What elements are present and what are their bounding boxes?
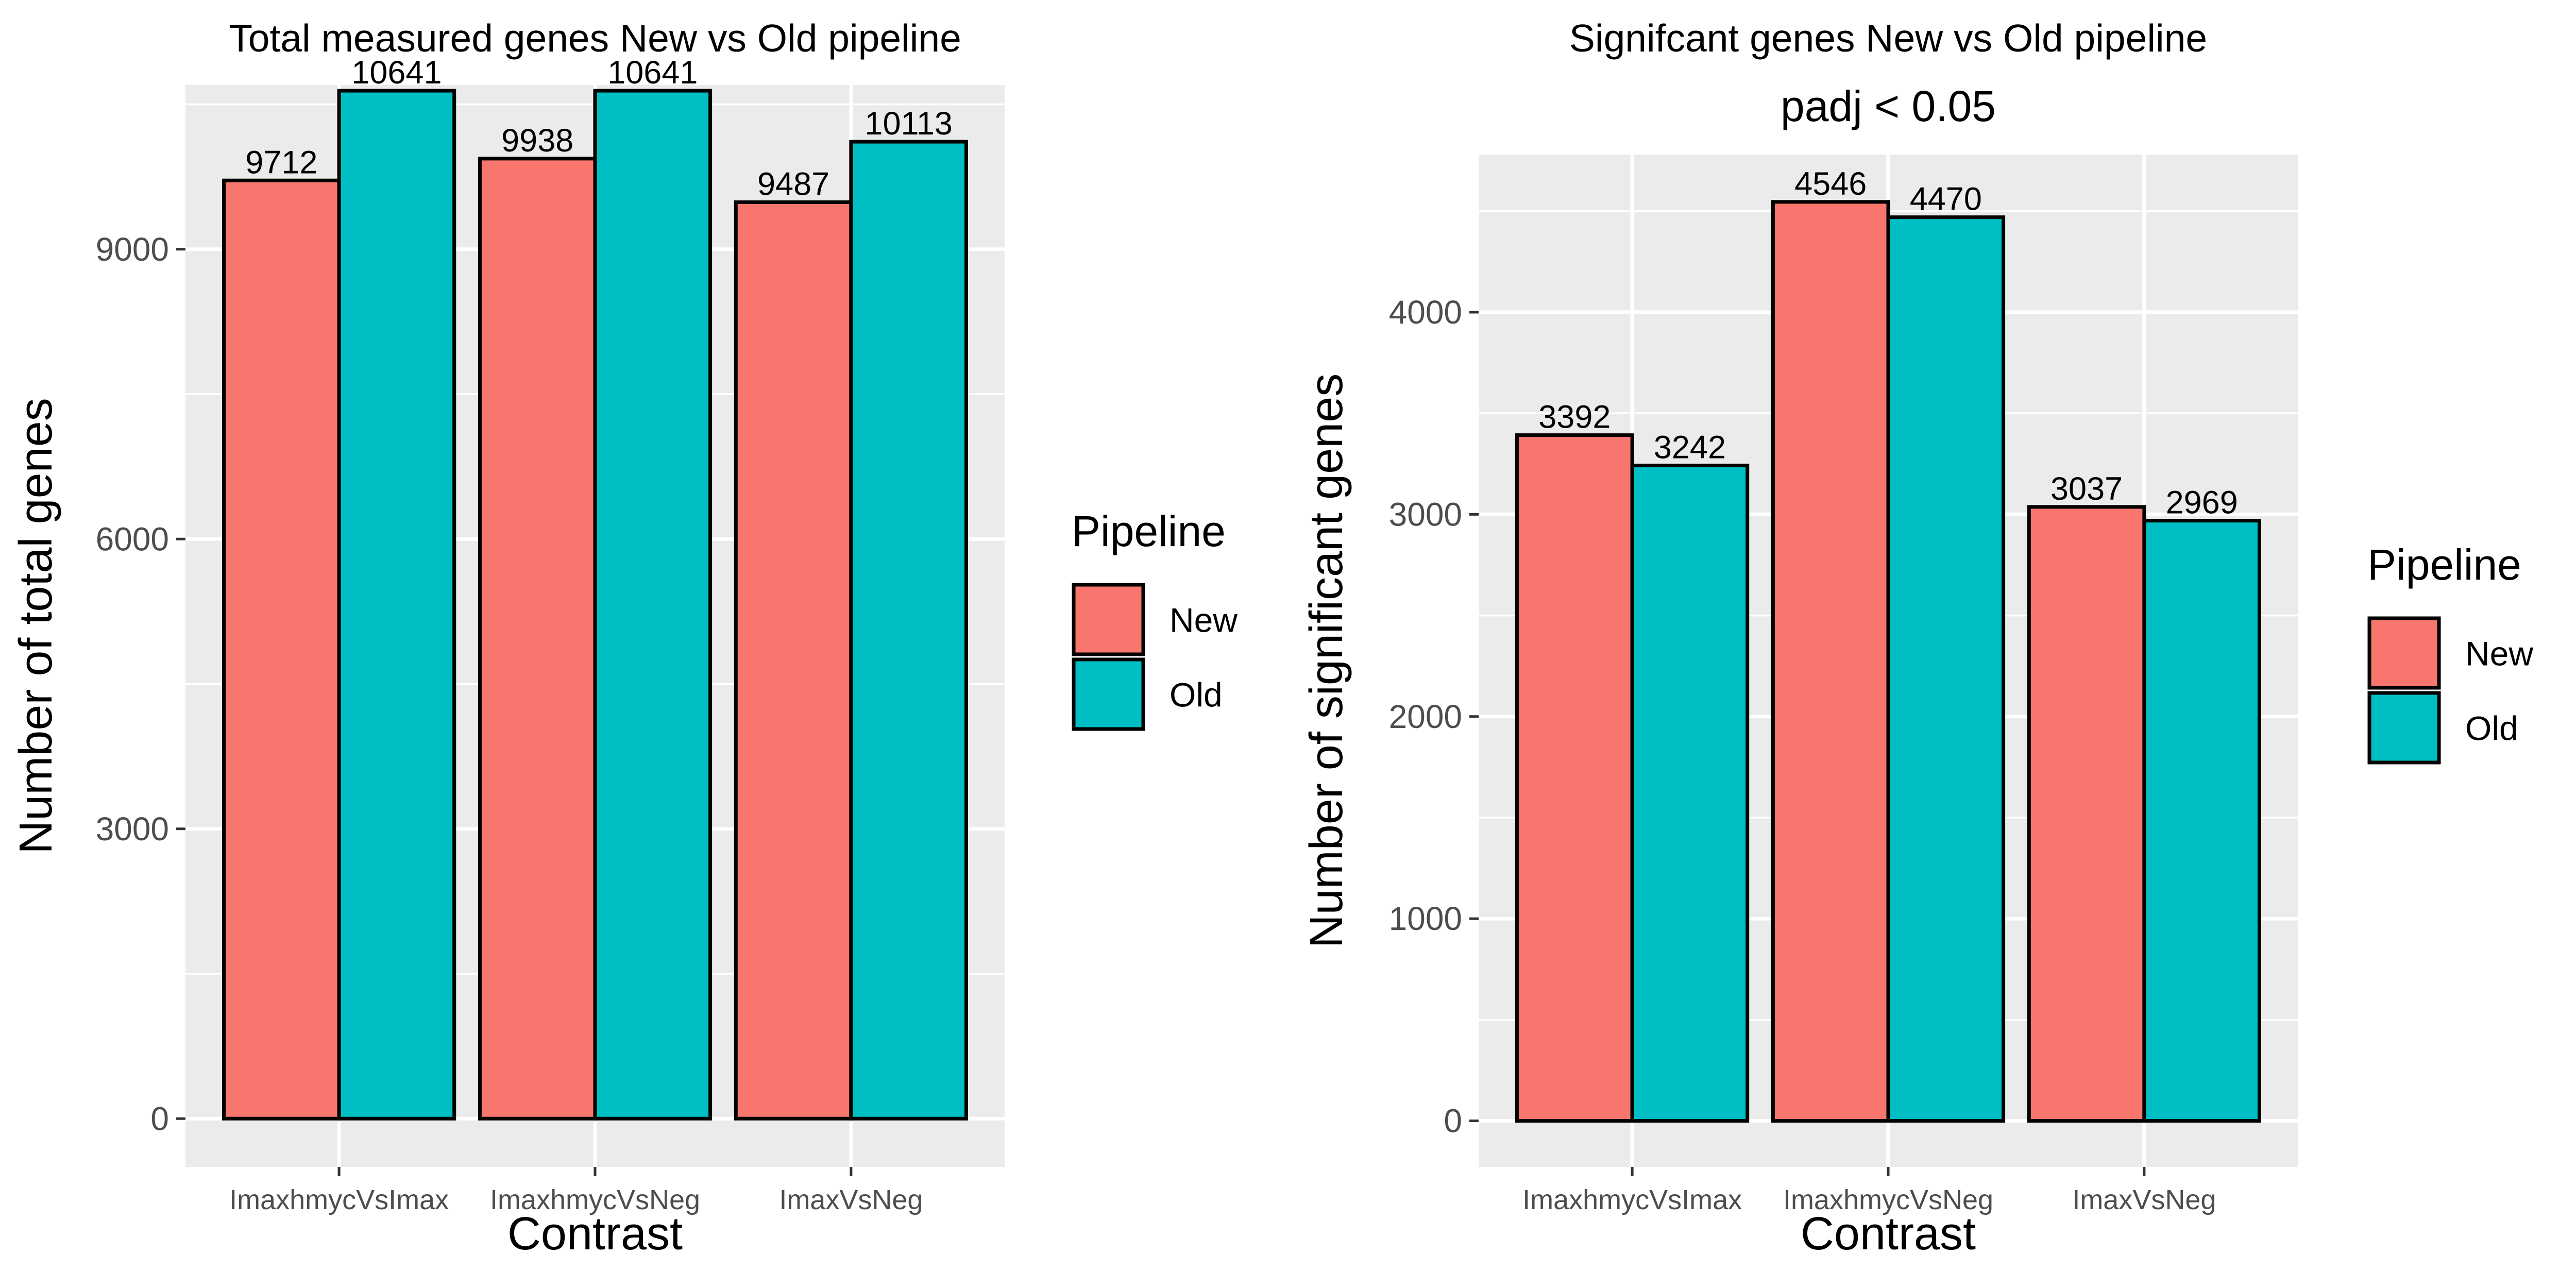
bar-old-imaxhmycvsimax xyxy=(1630,463,1750,1123)
legend-label-new: New xyxy=(2465,635,2533,673)
bar-new-imaxhmycvsimax xyxy=(222,178,341,1121)
legend-key-old xyxy=(1072,657,1145,731)
legend-key-old xyxy=(2367,691,2441,765)
y-axis-title: Number of significant genes xyxy=(1301,374,1352,948)
bar-new-imaxhmycvsneg xyxy=(478,157,597,1121)
data-label: 3037 xyxy=(2050,471,2123,507)
x-tick-label: ImaxhmycVsNeg xyxy=(490,1184,700,1215)
x-tick-label: ImaxhmycVsImax xyxy=(1522,1184,1742,1215)
bar-old-imaxhmycvsneg xyxy=(1886,215,2006,1123)
bar-new-imaxhmycvsneg xyxy=(1771,200,1890,1123)
data-label: 10641 xyxy=(607,55,698,91)
bar-new-imaxvsneg xyxy=(734,200,853,1121)
chart-title: Signifcant genes New vs Old pipeline xyxy=(1569,16,2207,60)
y-axis-title: Number of total genes xyxy=(10,398,62,854)
legend-title: Pipeline xyxy=(2367,540,2521,589)
legend-key-new xyxy=(1072,583,1145,656)
y-tick-label: 3000 xyxy=(96,810,169,848)
data-label: 2969 xyxy=(2166,485,2238,521)
data-label: 10641 xyxy=(351,55,442,91)
y-tick-label: 0 xyxy=(150,1100,169,1137)
data-label: 3392 xyxy=(1538,399,1611,435)
y-tick-label: 1000 xyxy=(1389,900,1462,937)
bar-old-imaxhmycvsneg xyxy=(593,89,713,1121)
chart-2: Signifcant genes New vs Old pipeline padj… xyxy=(1301,16,2533,1260)
legend: Pipeline New Old xyxy=(1072,507,1238,731)
y-tick-label: 3000 xyxy=(1389,496,1462,533)
x-axis-title: Contrast xyxy=(507,1208,683,1260)
data-label: 10113 xyxy=(865,106,953,142)
chart-subtitle: padj < 0.05 xyxy=(1781,82,1996,130)
chart-title: Total measured genes New vs Old pipeline xyxy=(229,16,961,60)
y-tick-label: 9000 xyxy=(96,231,169,268)
x-tick-label: ImaxVsNeg xyxy=(779,1184,923,1215)
legend-label-new: New xyxy=(1170,601,1238,639)
data-label: 9712 xyxy=(245,144,317,180)
y-tick-label: 0 xyxy=(1444,1103,1462,1140)
legend-title: Pipeline xyxy=(1072,507,1226,555)
bar-old-imaxvsneg xyxy=(2142,519,2261,1123)
data-label: 9487 xyxy=(757,166,829,202)
chart-1: Total measured genes New vs Old pipeline… xyxy=(10,16,1238,1260)
x-tick-label: ImaxhmycVsNeg xyxy=(1783,1184,1993,1215)
bar-old-imaxvsneg xyxy=(849,140,968,1121)
data-label: 4470 xyxy=(1910,181,1982,217)
y-tick-label: 2000 xyxy=(1389,698,1462,735)
data-label: 9938 xyxy=(501,123,573,159)
x-tick-label: ImaxVsNeg xyxy=(2072,1184,2216,1215)
bar-new-imaxhmycvsimax xyxy=(1515,433,1634,1123)
bar-new-imaxvsneg xyxy=(2027,505,2146,1123)
legend-key-new xyxy=(2367,616,2441,690)
x-axis-title: Contrast xyxy=(1801,1208,1976,1260)
data-label: 4546 xyxy=(1794,166,1867,202)
y-tick-label: 4000 xyxy=(1389,294,1462,331)
data-label: 3242 xyxy=(1654,429,1726,465)
legend: Pipeline New Old xyxy=(2367,540,2533,765)
x-tick-label: ImaxhmycVsImax xyxy=(229,1184,449,1215)
legend-label-old: Old xyxy=(1170,676,1223,714)
bar-old-imaxhmycvsimax xyxy=(337,89,456,1121)
legend-label-old: Old xyxy=(2465,709,2518,748)
y-tick-label: 6000 xyxy=(96,520,169,557)
